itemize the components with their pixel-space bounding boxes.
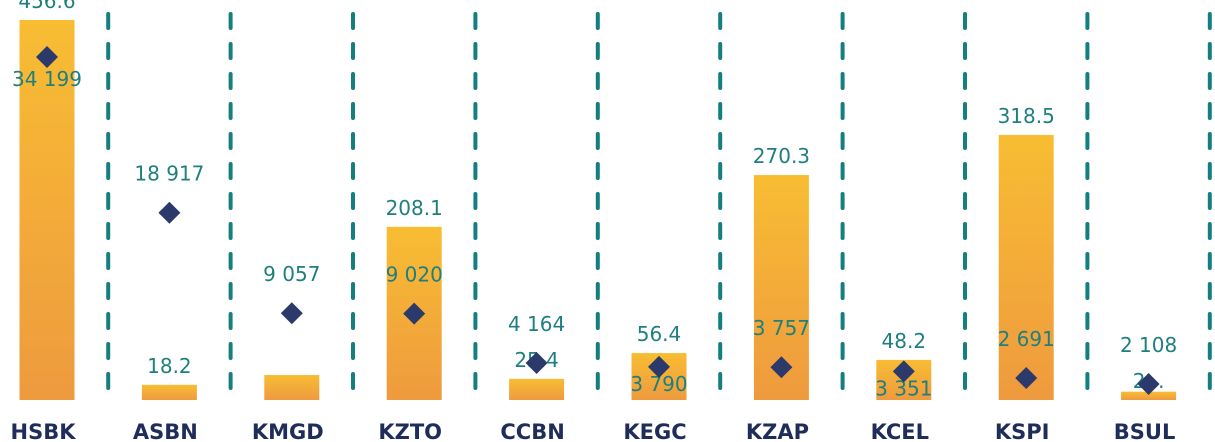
bars — [19, 20, 1177, 400]
bar-hsbk — [19, 20, 75, 400]
category-label-kegc: KEGC — [623, 420, 686, 442]
bar-label-kzto: 208.1 — [386, 196, 443, 220]
diamond-kcel — [892, 360, 915, 383]
category-label-kcel: KCEL — [871, 420, 929, 442]
bar-kmgd — [264, 375, 320, 400]
diamond-label-hsbk: 34 199 — [12, 67, 82, 91]
bar-asbn — [141, 384, 197, 400]
category-label-ccbn: CCBN — [500, 420, 564, 442]
diamond-kegc — [648, 355, 670, 378]
category-label-kmgd: KMGD — [252, 420, 324, 442]
diamond-label-kspi: 2 691 — [998, 327, 1055, 351]
bar-label-kcel: 48.2 — [882, 329, 927, 353]
diamond-label-asbn: 18 917 — [134, 162, 204, 186]
diamond-kmgd — [280, 302, 303, 325]
diamond-kzap — [770, 356, 793, 379]
diamond-kzto — [403, 302, 426, 325]
bar-label-kzap: 270.3 — [753, 144, 810, 168]
diamond-asbn — [158, 201, 181, 224]
separators — [106, 12, 1212, 398]
diamond-label-ccbn: 4 164 — [508, 312, 565, 336]
categories: HSBK ASBN KMGD KZTO CCBN KEGC KZAP KCEL KSPI BSUL — [11, 420, 1176, 442]
diamond-label-kzap: 3 757 — [753, 316, 810, 340]
diamond-label-bsul: 2 108 — [1120, 333, 1177, 357]
bar-label-asbn: 18.2 — [147, 354, 192, 378]
diamond-bsul — [1137, 373, 1160, 395]
category-label-asbn: ASBN — [133, 420, 198, 442]
category-label-kzto: KZTO — [378, 420, 442, 442]
diamonds — [36, 46, 1160, 395]
bar-label-hsbk: 456.6 — [18, 0, 75, 13]
diamond-ccbn — [525, 352, 548, 375]
diamond-kspi — [1015, 367, 1038, 390]
bar-ccbn — [509, 378, 565, 400]
diamond-hsbk — [36, 46, 58, 68]
category-label-bsul: BSUL — [1114, 420, 1176, 442]
category-label-kspi: KSPI — [995, 420, 1050, 442]
bar-label-kspi: 318.5 — [998, 104, 1055, 128]
bar-bsul — [1121, 391, 1177, 400]
category-label-kzap: KZAP — [746, 420, 809, 442]
diamond-label-kzto: 9 020 — [386, 263, 443, 287]
bar-label-kegc: 56.4 — [637, 322, 682, 346]
diamond-label-kmgd: 9 057 — [263, 262, 320, 286]
category-label-hsbk: HSBK — [11, 420, 77, 442]
bar-kspi — [998, 134, 1054, 400]
